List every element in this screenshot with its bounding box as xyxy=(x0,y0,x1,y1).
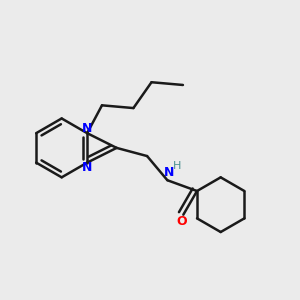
Text: O: O xyxy=(176,214,187,227)
Text: N: N xyxy=(164,166,175,179)
Text: H: H xyxy=(172,161,181,171)
Text: N: N xyxy=(82,122,92,135)
Text: N: N xyxy=(82,161,92,174)
